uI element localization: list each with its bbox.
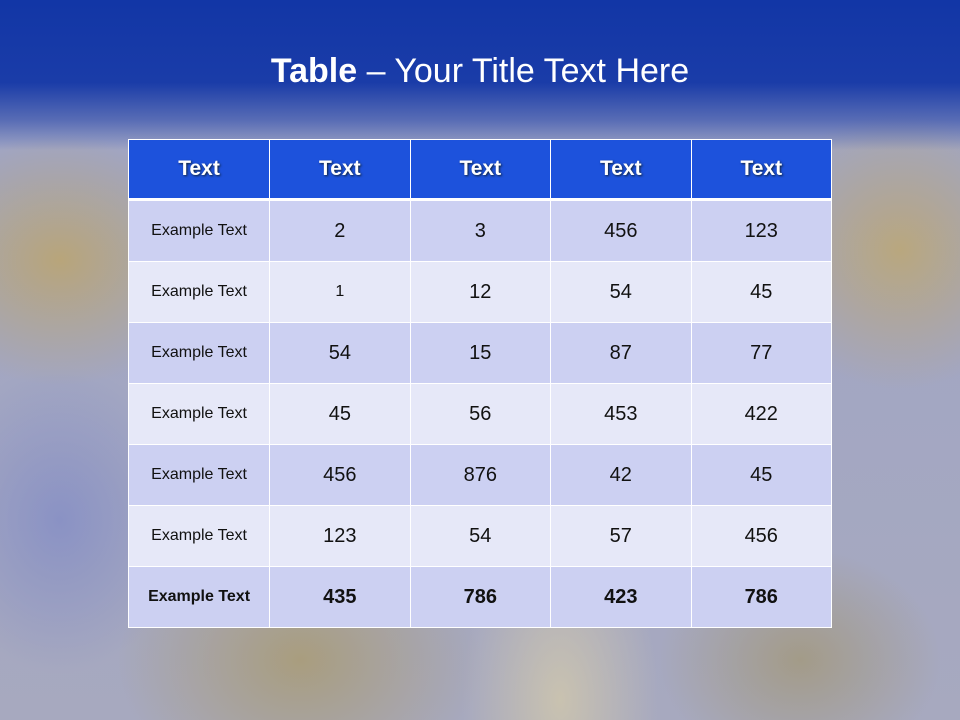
value-cell: 12 <box>409 261 552 323</box>
header-cell: Text <box>550 139 692 201</box>
row-label-cell: Example Text <box>127 505 271 567</box>
row-label-cell: Example Text <box>127 566 271 628</box>
title-band <box>0 0 960 150</box>
value-cell: 123 <box>690 199 832 262</box>
value-cell: 422 <box>690 383 832 445</box>
title-bold: Table <box>270 52 358 90</box>
value-cell: 456 <box>550 199 692 262</box>
value-cell: 786 <box>690 566 832 628</box>
title-rest: – Your Title Text Here <box>357 52 690 90</box>
header-cell: Text <box>127 139 271 201</box>
value-cell: 54 <box>269 322 411 384</box>
table-row: Example Text 54 15 87 77 <box>127 322 832 384</box>
value-cell: 56 <box>409 383 552 445</box>
value-cell: 45 <box>690 261 832 323</box>
table-row: Example Text 435 786 423 786 <box>127 566 832 628</box>
row-label-cell: Example Text <box>127 261 271 323</box>
table-row: Example Text 123 54 57 456 <box>127 505 832 567</box>
header-cell: Text <box>409 139 552 201</box>
value-cell: 123 <box>269 505 411 567</box>
header-cell: Text <box>269 139 411 201</box>
value-cell: 87 <box>550 322 692 384</box>
value-cell: 45 <box>690 444 832 506</box>
slide-title: Table – Your Title Text Here <box>0 52 960 91</box>
table-row: Example Text 45 56 453 422 <box>127 383 832 445</box>
value-cell: 45 <box>269 383 411 445</box>
table-row: Example Text 1 12 54 45 <box>127 261 832 323</box>
header-row: Text Text Text Text Text <box>127 139 832 201</box>
value-cell: 435 <box>269 566 411 628</box>
value-cell: 54 <box>409 505 552 567</box>
row-label-cell: Example Text <box>127 383 271 445</box>
value-cell: 876 <box>409 444 552 506</box>
value-cell: 456 <box>269 444 411 506</box>
value-cell: 456 <box>690 505 832 567</box>
value-cell: 42 <box>550 444 692 506</box>
data-table: Text Text Text Text Text Example Text 2 3 4… <box>127 139 832 628</box>
value-cell: 786 <box>409 566 552 628</box>
row-label-cell: Example Text <box>127 322 271 384</box>
value-cell: 2 <box>269 199 411 262</box>
value-cell: 453 <box>550 383 692 445</box>
table-row: Example Text 2 3 456 123 <box>127 199 832 262</box>
row-label-cell: Example Text <box>127 444 271 506</box>
value-cell: 15 <box>409 322 552 384</box>
header-cell: Text <box>690 139 832 201</box>
value-cell: 1 <box>269 261 411 323</box>
value-cell: 3 <box>409 199 552 262</box>
value-cell: 423 <box>550 566 692 628</box>
value-cell: 57 <box>550 505 692 567</box>
value-cell: 54 <box>550 261 692 323</box>
row-label-cell: Example Text <box>127 199 271 262</box>
value-cell: 77 <box>690 322 832 384</box>
table-row: Example Text 456 876 42 45 <box>127 444 832 506</box>
